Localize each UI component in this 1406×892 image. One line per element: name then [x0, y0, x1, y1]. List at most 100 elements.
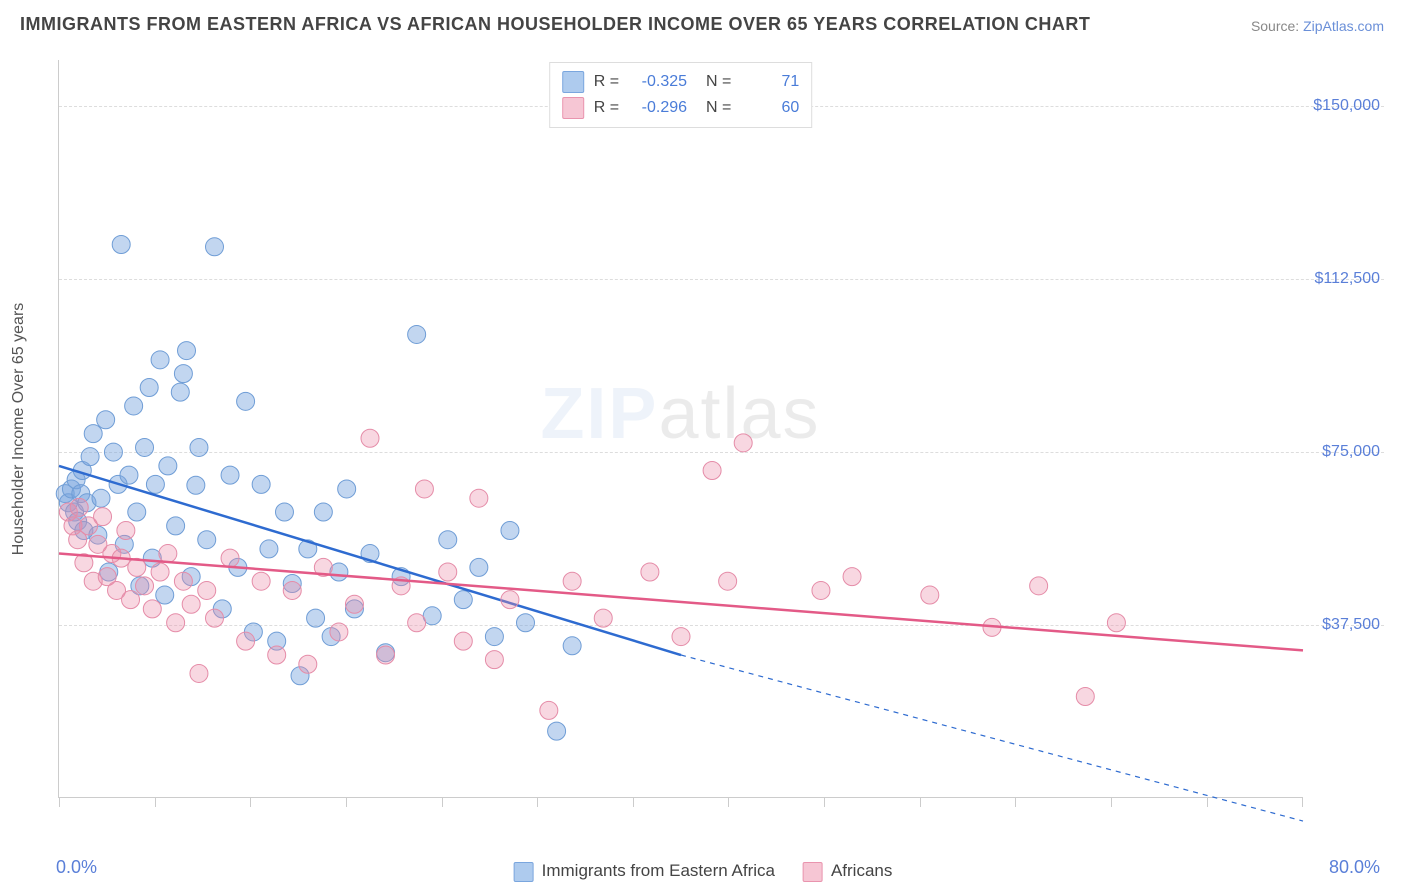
- source-prefix: Source:: [1251, 18, 1303, 34]
- stat-legend: R = -0.325 N = 71 R = -0.296 N = 60: [549, 62, 813, 128]
- x-tick: [633, 797, 634, 807]
- x-tick: [1207, 797, 1208, 807]
- scatter-point: [734, 434, 752, 452]
- y-tick-label: $150,000: [1308, 97, 1380, 115]
- scatter-svg: [59, 60, 1303, 798]
- scatter-point: [178, 342, 196, 360]
- scatter-point: [641, 563, 659, 581]
- scatter-point: [501, 591, 519, 609]
- legend-item-0: Immigrants from Eastern Africa: [514, 861, 775, 882]
- chart-container: IMMIGRANTS FROM EASTERN AFRICA VS AFRICA…: [0, 0, 1406, 892]
- stat-n-label: N =: [697, 99, 731, 117]
- scatter-point: [275, 503, 293, 521]
- stat-r-value: -0.325: [629, 73, 687, 91]
- scatter-point: [174, 365, 192, 383]
- stat-row-0: R = -0.325 N = 71: [562, 69, 800, 95]
- stat-swatch-icon: [562, 97, 584, 119]
- x-tick: [728, 797, 729, 807]
- scatter-point: [92, 489, 110, 507]
- scatter-point: [314, 503, 332, 521]
- scatter-point: [136, 577, 154, 595]
- scatter-point: [361, 429, 379, 447]
- scatter-point: [330, 623, 348, 641]
- scatter-point: [81, 448, 99, 466]
- scatter-point: [167, 517, 185, 535]
- trend-line-extrapolated: [681, 655, 1303, 821]
- scatter-point: [283, 581, 301, 599]
- scatter-point: [159, 457, 177, 475]
- scatter-point: [307, 609, 325, 627]
- plot-box: ZIPatlas Householder Income Over 65 year…: [58, 60, 1302, 798]
- scatter-point: [299, 655, 317, 673]
- x-tick: [346, 797, 347, 807]
- scatter-point: [454, 632, 472, 650]
- scatter-point: [719, 572, 737, 590]
- y-tick-label: $75,000: [1308, 443, 1380, 461]
- scatter-point: [206, 609, 224, 627]
- scatter-point: [159, 545, 177, 563]
- scatter-point: [470, 558, 488, 576]
- x-tick: [1111, 797, 1112, 807]
- x-tick: [442, 797, 443, 807]
- scatter-point: [439, 563, 457, 581]
- scatter-point: [470, 489, 488, 507]
- x-tick: [537, 797, 538, 807]
- x-axis-min-label: 0.0%: [56, 857, 97, 878]
- scatter-point: [439, 531, 457, 549]
- scatter-point: [345, 595, 363, 613]
- scatter-point: [540, 701, 558, 719]
- scatter-point: [136, 438, 154, 456]
- scatter-point: [187, 476, 205, 494]
- legend-swatch-icon: [803, 862, 823, 882]
- scatter-point: [485, 628, 503, 646]
- scatter-point: [221, 466, 239, 484]
- scatter-point: [563, 637, 581, 655]
- scatter-point: [843, 568, 861, 586]
- scatter-point: [517, 614, 535, 632]
- scatter-point: [415, 480, 433, 498]
- scatter-point: [143, 600, 161, 618]
- x-tick: [59, 797, 60, 807]
- scatter-point: [122, 591, 140, 609]
- chart-title: IMMIGRANTS FROM EASTERN AFRICA VS AFRICA…: [20, 14, 1090, 35]
- scatter-point: [167, 614, 185, 632]
- source-link[interactable]: ZipAtlas.com: [1303, 18, 1384, 34]
- scatter-point: [408, 325, 426, 343]
- scatter-point: [921, 586, 939, 604]
- scatter-point: [94, 508, 112, 526]
- scatter-point: [128, 503, 146, 521]
- stat-r-label: R =: [594, 73, 619, 91]
- scatter-point: [146, 475, 164, 493]
- scatter-point: [174, 572, 192, 590]
- legend-label: Africans: [831, 861, 892, 880]
- x-axis-max-label: 80.0%: [1329, 857, 1380, 878]
- x-tick: [1302, 797, 1303, 807]
- scatter-point: [252, 572, 270, 590]
- scatter-point: [151, 563, 169, 581]
- stat-row-1: R = -0.296 N = 60: [562, 95, 800, 121]
- scatter-point: [156, 586, 174, 604]
- scatter-point: [377, 646, 395, 664]
- x-tick: [824, 797, 825, 807]
- scatter-point: [1076, 688, 1094, 706]
- y-tick-label: $112,500: [1308, 270, 1380, 288]
- chart-area: ZIPatlas Householder Income Over 65 year…: [58, 60, 1384, 820]
- scatter-point: [206, 238, 224, 256]
- scatter-point: [104, 443, 122, 461]
- scatter-point: [563, 572, 581, 590]
- scatter-point: [221, 549, 239, 567]
- scatter-point: [117, 521, 135, 539]
- y-tick-label: $37,500: [1308, 616, 1380, 634]
- scatter-point: [548, 722, 566, 740]
- scatter-point: [182, 595, 200, 613]
- scatter-point: [237, 392, 255, 410]
- scatter-point: [84, 425, 102, 443]
- scatter-point: [171, 383, 189, 401]
- scatter-point: [812, 581, 830, 599]
- x-tick: [250, 797, 251, 807]
- legend-item-1: Africans: [803, 861, 892, 882]
- scatter-point: [268, 646, 286, 664]
- x-tick: [1015, 797, 1016, 807]
- scatter-point: [485, 651, 503, 669]
- scatter-point: [260, 540, 278, 558]
